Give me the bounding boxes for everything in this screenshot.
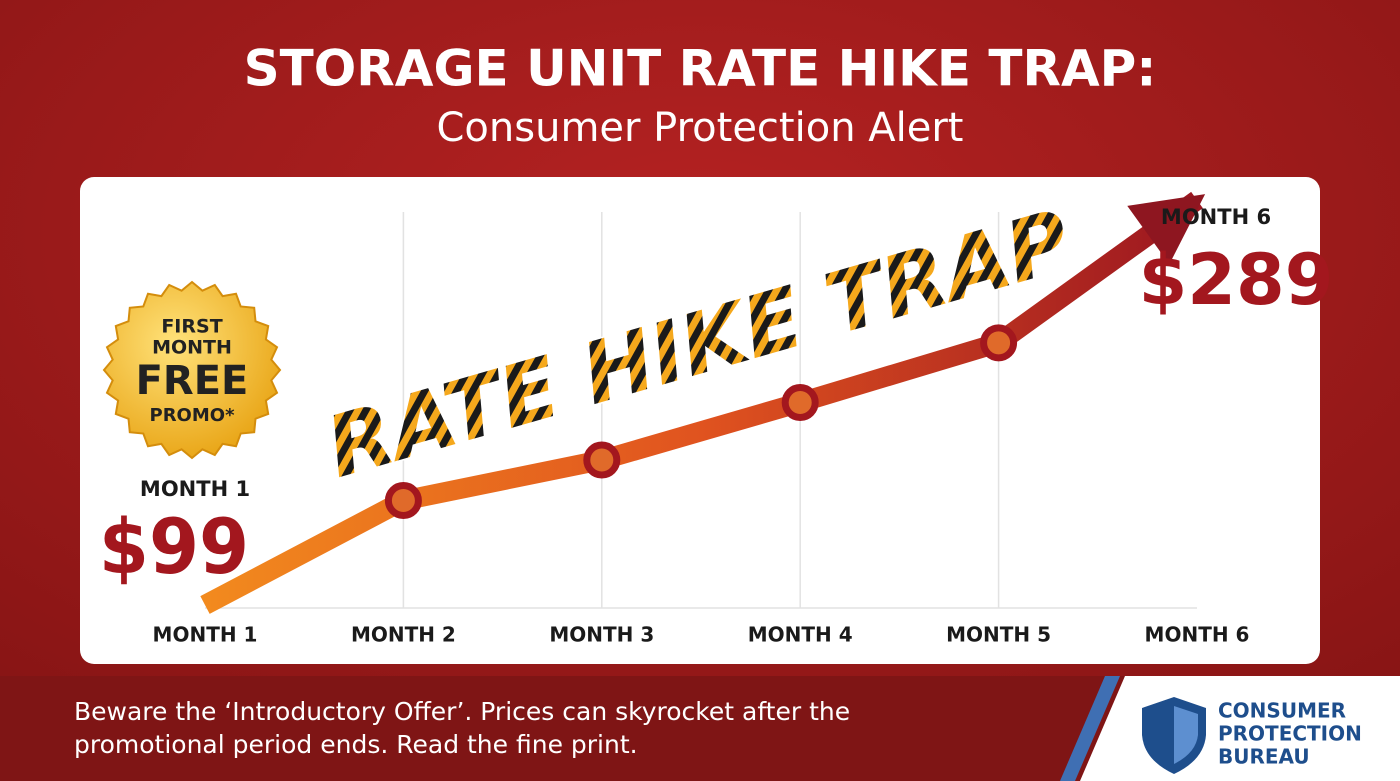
badge-text: FREE bbox=[136, 358, 249, 404]
badge: FIRST MONTH FREE PROMO* bbox=[102, 280, 282, 460]
x-tick-label: MONTH 1 bbox=[153, 623, 258, 647]
arrow-head bbox=[1127, 194, 1206, 265]
point bbox=[583, 441, 621, 479]
point bbox=[781, 384, 819, 421]
org-name: PROTECTION bbox=[1218, 722, 1362, 746]
footer-text: Beware the ‘Introductory Offer’. Prices … bbox=[74, 697, 850, 726]
point bbox=[384, 482, 422, 520]
footer-text: promotional period ends. Read the fine p… bbox=[74, 730, 638, 759]
rate-line bbox=[200, 191, 1203, 614]
x-tick-label: MONTH 6 bbox=[1145, 623, 1250, 647]
x-tick-label: MONTH 2 bbox=[351, 623, 456, 647]
badge-text: FIRST bbox=[161, 316, 222, 338]
subtitle: Consumer Protection Alert bbox=[437, 105, 964, 151]
point bbox=[980, 324, 1018, 362]
value-label-caption: MONTH 6 bbox=[1161, 205, 1271, 229]
badge-seal bbox=[102, 280, 282, 460]
x-tick-label: MONTH 3 bbox=[549, 623, 654, 647]
org-name: CONSUMER bbox=[1218, 699, 1346, 723]
footer-stripe bbox=[1060, 676, 1120, 781]
badge-text: MONTH bbox=[152, 337, 232, 359]
title: STORAGE UNIT RATE HIKE TRAP: bbox=[244, 40, 1157, 98]
x-tick-label: MONTH 4 bbox=[748, 623, 853, 647]
shield-icon bbox=[1174, 706, 1198, 764]
org-name: BUREAU bbox=[1218, 745, 1310, 769]
plot: MONTH 1 MONTH 2 MONTH 3 MONTH 4 MONTH 5 MONTH… bbox=[99, 191, 1334, 647]
chart-card bbox=[80, 177, 1320, 664]
badge-text: PROMO* bbox=[150, 405, 236, 426]
value-label-caption: MONTH 1 bbox=[140, 477, 250, 501]
x-tick-label: MONTH 5 bbox=[946, 623, 1051, 647]
value-label: $289 bbox=[1139, 239, 1334, 321]
value-label: $99 bbox=[99, 503, 249, 591]
